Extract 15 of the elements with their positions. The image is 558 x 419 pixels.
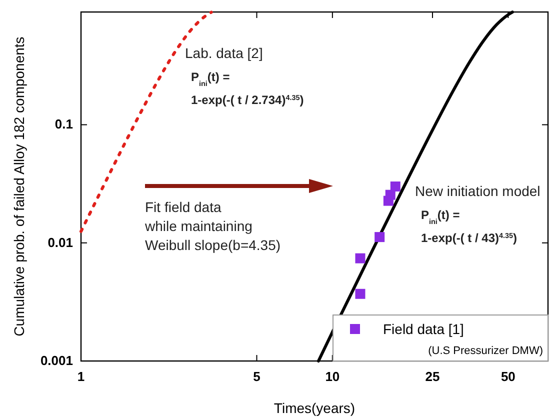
x-tick-label: 10: [325, 369, 340, 384]
x-tick-label: 5: [253, 369, 260, 384]
annotation: Fit field data while maintaining Weibull slope(b=4.35): [144, 199, 281, 253]
x-tick-label: 1: [77, 369, 85, 384]
annotation: New initiation model P$_{ini}$(t) = 1-exp(-( t / 43)$^{4.35}$): [415, 183, 540, 245]
y-tick-label: 0.001: [40, 353, 73, 368]
legend-label: Field data [1]: [383, 321, 464, 337]
y-axis-title: Cumulative prob. of failed Alloy 182 components: [11, 36, 27, 336]
x-tick-label: 50: [500, 369, 516, 384]
annotation: Lab. data [2] P$_{ini}$(t) = 1-exp(-( t / 2.734)$^{4.35}$): [185, 45, 304, 107]
y-tick-label: 0.01: [48, 234, 73, 250]
y-tick-label: 0.1: [54, 116, 73, 132]
x-tick-label: 25: [425, 369, 440, 384]
x-axis-title: Times(years): [274, 400, 356, 416]
legend-title: (U.S Pressurizer DMW): [428, 345, 543, 357]
